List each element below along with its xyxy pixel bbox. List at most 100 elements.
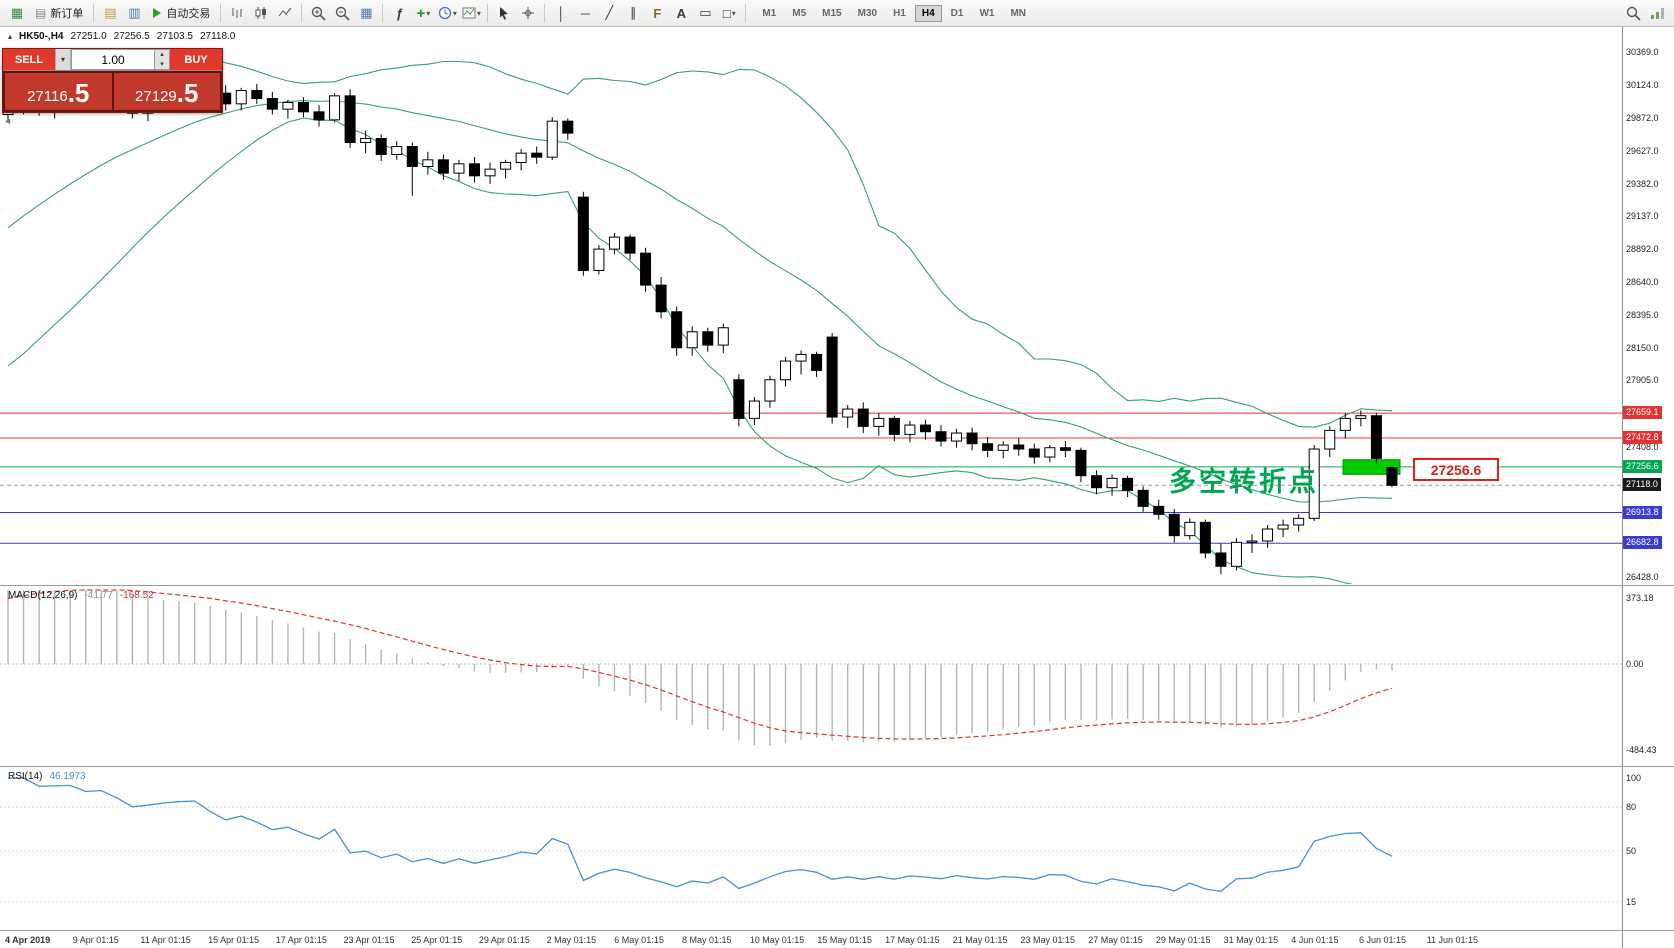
timeframe-m30[interactable]: M30: [857, 7, 878, 19]
lot-size-input[interactable]: [71, 49, 155, 70]
timeframe-group: M1 M5 M15 M30 H1 H4 D1 W1 MN: [754, 4, 1034, 22]
cursor-button[interactable]: [493, 2, 515, 24]
sell-price-int: 27116: [27, 88, 68, 105]
chevron-down-icon: ▾: [476, 8, 481, 18]
app-chart-icon: ▦: [10, 5, 24, 20]
sell-button[interactable]: SELL: [3, 49, 55, 70]
market-watch-icon[interactable]: ▥: [128, 5, 141, 20]
rsi-header: RSI(14) 46.1973: [8, 771, 86, 782]
macd-signal-value: -168.52: [119, 590, 154, 601]
toolbar-separator: [544, 4, 546, 22]
template-icon: [462, 7, 476, 19]
time-axis-separator: [0, 930, 1674, 931]
timeframe-m1[interactable]: M1: [762, 7, 777, 19]
chevron-down-icon: ▾: [426, 8, 431, 18]
channel-tool[interactable]: ∥: [630, 5, 637, 20]
plus-icon: +: [416, 4, 426, 22]
line-chart-button[interactable]: [274, 2, 296, 24]
ohlc-close: 27118.0: [199, 31, 236, 42]
toolbar-separator: [301, 4, 303, 22]
signal-bars-icon: [1650, 8, 1664, 19]
templates-dropdown[interactable]: ▾: [460, 2, 482, 24]
toolbar-separator: [487, 4, 489, 22]
toolbar-separator: [220, 4, 222, 22]
search-button[interactable]: [1622, 2, 1644, 24]
horizontal-line-tool[interactable]: ─: [580, 5, 590, 21]
bar-chart-icon: [232, 8, 242, 18]
crosshair-button[interactable]: [517, 2, 539, 24]
cursor-icon: [500, 7, 509, 20]
timeframe-w1[interactable]: W1: [979, 7, 995, 19]
macd-main-value: -41.77: [84, 590, 113, 601]
ohlc-open: 27251.0: [70, 31, 107, 42]
tile-windows-button[interactable]: ▦: [360, 5, 373, 20]
buy-price-dec: .5: [176, 78, 199, 108]
toolbar-separator: [93, 4, 95, 22]
candlestick-chart-button[interactable]: [250, 2, 272, 24]
rsi-value: 46.1973: [49, 771, 86, 782]
connection-status-button[interactable]: [1646, 2, 1668, 24]
timeframe-h4[interactable]: H4: [914, 4, 942, 22]
zoom-out-icon: [335, 6, 350, 21]
sell-price-button[interactable]: 27116 .5: [5, 73, 112, 110]
chevron-down-icon: ▾: [731, 8, 736, 18]
candlestick-icon: [255, 7, 267, 19]
crosshair-icon: [522, 7, 535, 19]
sell-price-dec: .5: [67, 78, 90, 108]
chart-annotation-text: 多空转折点: [1169, 467, 1319, 497]
auto-trading-button[interactable]: 自动交易: [146, 2, 216, 24]
new-order-label: 新订单: [50, 8, 84, 20]
shapes-dropdown[interactable]: □ ▾: [718, 2, 740, 24]
toolbar: ▦ ▤ 新订单 ▤ ▥ 自动交易 ▦ ƒ + ▾ ▾ ▾: [0, 0, 1674, 27]
chevron-down-icon: ▾: [60, 55, 65, 64]
spin-up-icon[interactable]: ▴: [155, 50, 169, 60]
new-order-button[interactable]: ▤ 新订单: [29, 2, 89, 24]
zoom-in-icon: [311, 6, 326, 21]
buy-price-button[interactable]: 27129 .5: [113, 73, 220, 110]
one-click-trading-panel: SELL ▾ ▴ ▾ BUY 27116 .5 27129 .5: [2, 48, 223, 113]
timeframe-d1[interactable]: D1: [950, 7, 964, 19]
rsi-title: RSI(14): [8, 771, 43, 782]
pane-separator[interactable]: [0, 766, 1674, 767]
indicators-button[interactable]: ƒ: [395, 5, 403, 21]
line-chart-icon: [278, 7, 292, 17]
symbol-title: HK50-,H4: [19, 31, 64, 42]
timeframe-m15[interactable]: M15: [822, 7, 842, 19]
fibonacci-tool[interactable]: F: [653, 5, 662, 21]
ohlc-high: 27256.5: [113, 31, 150, 42]
text-tool[interactable]: A: [676, 5, 687, 21]
label-tool[interactable]: ▭: [699, 5, 712, 20]
buy-button[interactable]: BUY: [170, 49, 222, 70]
period-dropdown[interactable]: ▾: [436, 2, 458, 24]
play-icon: [153, 8, 162, 18]
zoom-in-button[interactable]: [307, 2, 329, 24]
chevron-down-icon: ▾: [452, 8, 457, 18]
chart-marker-icon: ▴: [8, 32, 13, 41]
new-order-icon: ▤: [35, 6, 47, 20]
macd-header: MACD(12,26,9) -41.77 -168.52: [8, 590, 154, 601]
buy-price-int: 27129: [135, 88, 177, 105]
bar-chart-button[interactable]: [226, 2, 248, 24]
timeframe-m5[interactable]: M5: [792, 7, 807, 19]
panel-collapse-arrow[interactable]: ◄: [3, 116, 12, 126]
trendline-tool[interactable]: ╱: [605, 5, 614, 20]
profiles-icon[interactable]: ▤: [104, 5, 117, 20]
ohlc-low: 27103.5: [156, 31, 193, 42]
pane-separator[interactable]: [0, 585, 1674, 586]
shapes-icon: □: [722, 5, 731, 21]
toolbar-separator: [745, 4, 747, 22]
add-indicator-dropdown[interactable]: + ▾: [412, 2, 434, 24]
auto-trading-label: 自动交易: [166, 8, 211, 20]
zoom-out-button[interactable]: [331, 2, 353, 24]
order-type-dropdown[interactable]: ▾: [55, 49, 71, 70]
spin-down-icon[interactable]: ▾: [155, 59, 169, 69]
search-icon: [1626, 6, 1641, 21]
timeframe-h1[interactable]: H1: [893, 7, 906, 19]
price-level-tag: 27256.6: [1413, 458, 1499, 481]
timeframe-mn[interactable]: MN: [1010, 7, 1027, 19]
price-axis-border: [1622, 27, 1623, 948]
vertical-line-tool[interactable]: │: [557, 5, 566, 21]
macd-title: MACD(12,26,9): [8, 590, 78, 601]
lot-size-stepper: ▴ ▾: [155, 49, 170, 70]
